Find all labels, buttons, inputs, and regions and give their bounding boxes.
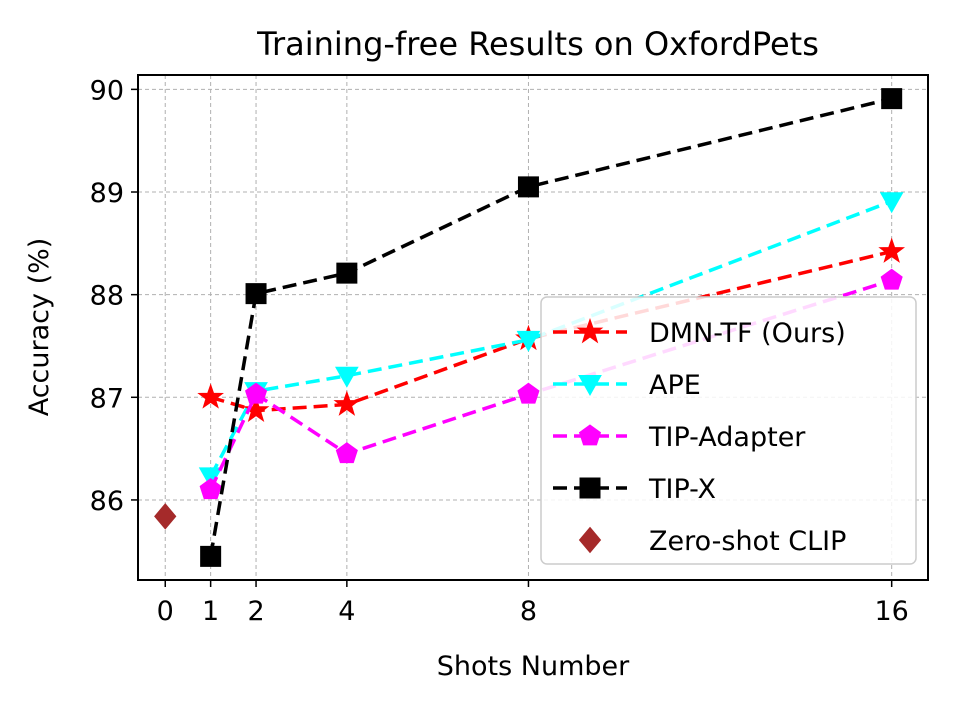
legend-marker xyxy=(576,317,604,344)
data-point xyxy=(517,382,540,404)
data-point xyxy=(197,383,224,409)
ticks-layer: 0 1 2 4 8 16 86 87 88 89 90 xyxy=(90,75,909,627)
series-layer xyxy=(154,88,906,567)
y-tick-label: 86 xyxy=(90,486,124,517)
x-tick-label: 4 xyxy=(338,596,355,627)
y-tick-label: 88 xyxy=(90,281,124,312)
data-point xyxy=(881,88,903,110)
x-tick-label: 16 xyxy=(874,596,908,627)
y-axis-title: Accuracy (%) xyxy=(24,238,55,417)
data-point xyxy=(336,262,358,284)
legend-item: TIP-Adapter xyxy=(553,422,806,453)
x-tick-label: 8 xyxy=(520,596,537,627)
data-point xyxy=(335,442,358,464)
legend-item: TIP-X xyxy=(553,474,716,505)
data-point xyxy=(154,503,177,530)
data-point xyxy=(879,192,904,214)
series-zero-shot-clip xyxy=(154,503,177,530)
series-ape xyxy=(198,192,904,489)
data-point xyxy=(200,545,222,567)
data-point xyxy=(878,237,906,263)
series-line xyxy=(209,199,893,478)
data-point xyxy=(244,382,268,404)
x-axis-title: Shots Number xyxy=(437,651,630,682)
x-tick-label: 2 xyxy=(247,596,264,627)
data-point xyxy=(333,390,361,416)
legend-item: Zero-shot CLIP xyxy=(578,526,846,557)
x-tick-label: 1 xyxy=(202,596,219,627)
data-point xyxy=(517,176,539,198)
legend-marker xyxy=(578,424,602,446)
legend-box xyxy=(540,296,917,565)
data-point xyxy=(334,366,359,388)
legend-marker xyxy=(578,375,602,397)
legend-label: APE xyxy=(649,370,701,401)
legend-marker xyxy=(578,526,602,554)
x-tick-label: 0 xyxy=(157,596,174,627)
y-tick-label: 87 xyxy=(90,383,124,414)
data-point xyxy=(242,396,270,422)
legend: DMN-TF (Ours) APE TIP-Adapter TIP-X Zero-sho… xyxy=(540,296,917,565)
series-dmn-tf-ours xyxy=(197,237,906,422)
data-point xyxy=(245,283,267,305)
y-tick-label: 89 xyxy=(90,178,124,209)
data-point xyxy=(199,478,222,500)
data-point xyxy=(516,330,541,352)
legend-marker xyxy=(579,477,601,499)
legend-label: DMN-TF (Ours) xyxy=(649,318,846,349)
legend-label: TIP-X xyxy=(648,474,716,505)
legend-item: APE xyxy=(553,370,701,401)
plot-frame xyxy=(137,74,929,581)
y-tick-label: 90 xyxy=(90,75,124,106)
chart-title: Training-free Results on OxfordPets xyxy=(256,25,819,63)
legend-label: TIP-Adapter xyxy=(648,422,806,453)
series-tip-x xyxy=(200,88,903,567)
legend-item: DMN-TF (Ours) xyxy=(553,317,846,349)
data-point xyxy=(880,268,903,290)
legend-label: Zero-shot CLIP xyxy=(649,526,846,557)
